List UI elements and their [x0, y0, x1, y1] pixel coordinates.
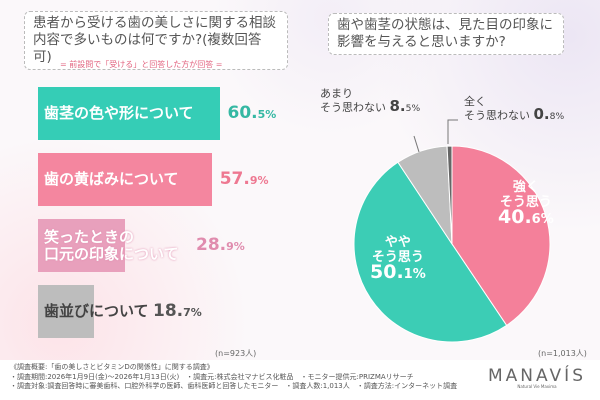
bar-chart-subtitle: = 前設問で「受ける」と回答した方が回答 =	[60, 60, 223, 69]
bar-sample-size: (n=923人)	[215, 349, 257, 358]
bar-label: 笑ったときの 口元の印象について	[44, 228, 179, 263]
label-notatall: 全く そう思わない 0.8%	[464, 95, 565, 123]
bar	[38, 219, 125, 272]
bar	[38, 285, 95, 338]
leader-line	[413, 135, 420, 153]
bar	[38, 153, 212, 206]
label-notmuch: あまり そう思わない 8.5%	[320, 87, 421, 115]
bar-value-label: 28.9%	[196, 235, 245, 255]
label-some: やや そう思う 50.1%	[370, 235, 426, 283]
label-strong: 強く そう思う 40.6%	[498, 180, 554, 228]
pie-chart	[353, 119, 551, 343]
bar-value-label: 60.5%	[227, 103, 277, 123]
footer-line: ・調査期間:2026年1月9日(金)～2026年1月13日(火) ・調査元:株式…	[10, 372, 414, 381]
pie-slice	[451, 145, 551, 327]
pie-slice	[353, 161, 508, 343]
survey-footer: 《調査概要:「歯の美しさとビタミンDの関係性」に関する調査》 ・調査期間:202…	[0, 360, 600, 400]
footer-line: ・調査対象:調査回答時に審美歯科、口腔外科学の医師、歯科医師と回答したモニター …	[10, 382, 458, 390]
bar-value-label: 57.9%	[219, 169, 269, 189]
pie-slice	[446, 145, 453, 245]
bar-label: 歯茎の色や形について	[44, 104, 194, 122]
pie-chart-title: 歯や歯茎の状態は、見た目の印象に影響を与えると思いますか?	[328, 13, 564, 55]
footer-line: 《調査概要:「歯の美しさとビタミンDの関係性」に関する調査》	[10, 363, 214, 371]
manavis-logo: MANAVÍS Natural Vie Maxima	[488, 366, 586, 389]
leader-line	[447, 119, 458, 144]
bar	[38, 87, 220, 140]
pie-sample-size: (n=1,013人)	[538, 349, 587, 358]
bar-label: 歯並びについて	[44, 302, 149, 320]
bar-value-label: 18.7%	[153, 301, 202, 321]
bar-chart-title: 患者から受ける歯の美しさに関する相談内容で多いものは何ですか?(複数回答可)	[24, 11, 288, 70]
bar-label: 歯の黄ばみについて	[44, 170, 179, 188]
